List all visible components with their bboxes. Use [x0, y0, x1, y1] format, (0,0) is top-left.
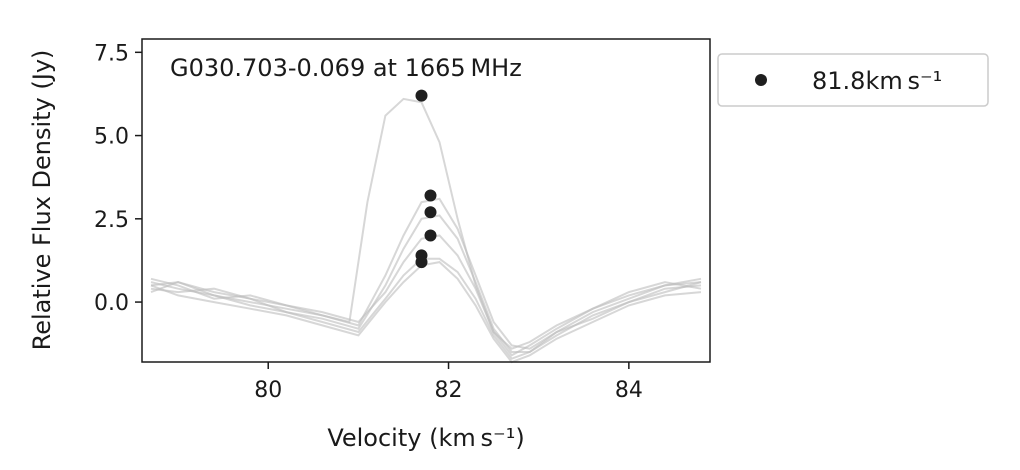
spectrum-line-4: [150, 234, 702, 357]
x-tick-label: 80: [254, 378, 282, 403]
y-tick-label: 0.0: [94, 291, 129, 316]
legend-label-81-8: 81.8km s⁻¹: [812, 67, 942, 95]
y-tick-label: 7.5: [94, 41, 129, 66]
legend: 81.8km s⁻¹: [717, 53, 989, 107]
peak-point-2: [424, 189, 437, 202]
chart-title: G030.703-0.069 at 1665 MHz: [170, 54, 522, 82]
spectrum-line-2: [150, 197, 702, 350]
y-tick-label: 2.5: [94, 208, 129, 233]
y-axis-label: Relative Flux Density (Jy): [28, 50, 56, 351]
y-tick-label: 5.0: [94, 125, 129, 150]
spectrum-line-6: [150, 261, 702, 364]
x-tick-label: 82: [435, 378, 463, 403]
peak-point-6: [415, 256, 428, 269]
spectrum-lines: [150, 97, 702, 364]
peak-point-1: [415, 89, 428, 102]
spectrum-line-1: [150, 97, 702, 350]
spectrum-line-5: [150, 257, 702, 360]
peak-points: [415, 89, 437, 269]
x-tick-label: 84: [615, 378, 643, 403]
spectrum-line-3: [150, 214, 702, 353]
x-axis: 80 82 84: [254, 362, 643, 403]
x-axis-label: Velocity (km s⁻¹): [327, 424, 524, 452]
legend-marker-81-8: [755, 74, 767, 86]
peak-point-4: [424, 229, 437, 242]
legend-box: [717, 53, 989, 107]
plot-frame: [141, 38, 711, 363]
peak-point-3: [424, 206, 437, 219]
y-axis: 0.0 2.5 5.0 7.5: [94, 41, 142, 316]
